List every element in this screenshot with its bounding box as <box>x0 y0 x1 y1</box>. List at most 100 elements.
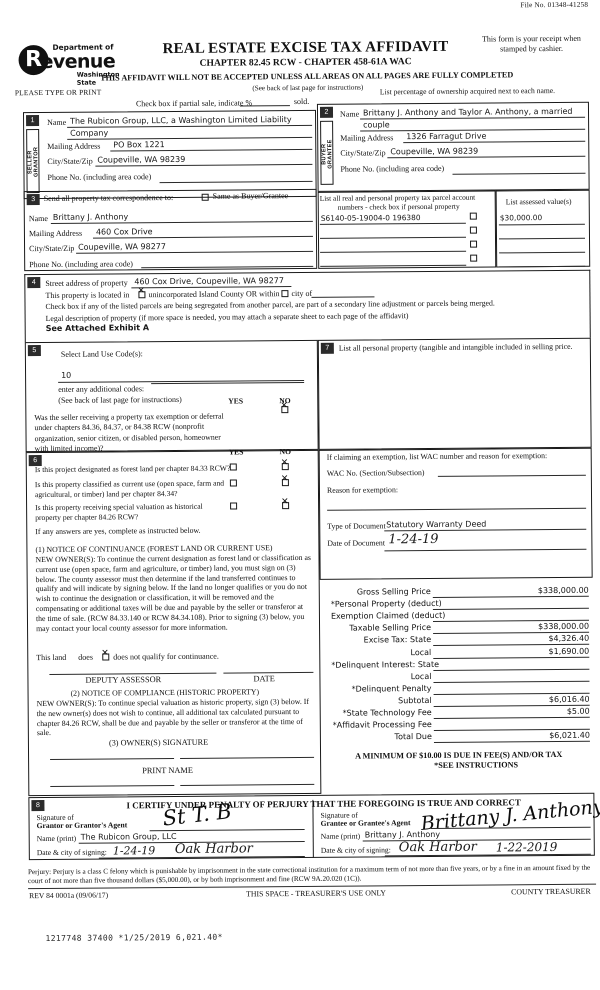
seller-city-label: City/State/Zip <box>47 156 93 166</box>
tax-row-value[interactable]: $6,016.40 <box>548 694 590 704</box>
current-use-yes-checkbox[interactable] <box>229 479 237 487</box>
tax-row-label: Subtotal <box>398 695 432 706</box>
seller-name-label: Name <box>47 117 67 127</box>
grantee-date-label: Date & city of signing: <box>320 845 391 855</box>
partial-sale-sold-label: sold. <box>293 96 310 107</box>
forest-land-no-checkmark: ✕ <box>280 458 289 469</box>
grantee-name-value[interactable]: Brittany J. Anthony <box>364 829 441 840</box>
tax-row-line <box>432 607 589 611</box>
tax-row-value[interactable] <box>433 670 589 671</box>
seller-name-value-2[interactable]: Company <box>70 128 109 138</box>
form-notice-text: THIS AFFIDAVIT WILL NOT BE ACCEPTED UNLE… <box>100 70 514 83</box>
treasurer-stamp: 1217748 37400 *1/25/2019 6,021.40* <box>45 932 223 944</box>
buyer-name-label: Name <box>339 109 360 119</box>
land-use-select-label: Select Land Use Code(s): <box>60 349 143 359</box>
section-number-5: 5 <box>27 345 41 357</box>
notice-continuance-body: NEW OWNER(S): To continue the current de… <box>35 552 311 633</box>
tax-row-line <box>433 740 590 744</box>
forest-land-question: Is this project designated as forest lan… <box>34 463 231 475</box>
tax-row-value[interactable]: $1,690.00 <box>548 646 590 656</box>
seller-mailing-value[interactable]: PO Box 1221 <box>113 140 165 150</box>
tax-row-label: Gross Selling Price <box>356 586 431 597</box>
tax-row-value[interactable]: $5.00 <box>566 706 590 716</box>
grantor-date-value[interactable]: 1-24-19 <box>112 844 156 858</box>
seller-mailing-label: Mailing Address <box>47 141 101 151</box>
street-address-value[interactable]: 460 Cox Drive, Coupeville, WA 98277 <box>134 276 284 287</box>
legal-description-value[interactable]: See Attached Exhibit A <box>45 323 150 333</box>
tax-row-label: Local <box>410 671 432 681</box>
correspondence-name-label: Name <box>28 213 48 224</box>
historic-property-question: Is this property receiving special valua… <box>35 501 203 522</box>
additional-codes-label: enter any additional codes: <box>58 384 145 394</box>
historic-property-yes-checkbox[interactable] <box>230 502 237 510</box>
buyer-mailing-value[interactable]: 1326 Farragut Drive <box>406 131 487 142</box>
this-land-does-not-checkmark: ✕ <box>101 648 109 659</box>
print-name-label: PRINT NAME <box>142 765 194 776</box>
section-number-3: 3 <box>26 194 40 206</box>
grantee-signature-label-2: Grantee or Grantee's Agent <box>320 818 411 828</box>
correspondence-mailing-value[interactable]: 460 Cox Drive <box>95 227 153 237</box>
parcel-personal-property-checkbox-1[interactable] <box>469 212 477 220</box>
correspondence-city-value[interactable]: Coupeville, WA 98277 <box>78 242 166 252</box>
correspondence-phone-label: Phone No. (including area code) <box>29 259 133 270</box>
tax-row-value[interactable] <box>433 683 589 684</box>
tax-row-value[interactable]: $338,000.00 <box>538 622 590 632</box>
forest-land-yes-checkbox[interactable] <box>229 463 237 471</box>
current-use-question: Is this property classified as current u… <box>34 478 225 499</box>
document-date-label: Date of Document <box>327 538 386 548</box>
send-correspondence-label: Send all property tax correspondence to: <box>43 192 174 204</box>
correspondence-name-value[interactable]: Brittany J. Anthony <box>52 212 129 222</box>
form-subtitle-text: CHAPTER 82.45 RCW - CHAPTER 458-61A WAC <box>199 56 412 69</box>
same-as-buyer-label: Same as Buyer/Grantee <box>212 191 289 201</box>
tax-row-value[interactable] <box>434 719 590 720</box>
partial-sale-input-line[interactable] <box>239 105 290 107</box>
seller-city-value[interactable]: Coupeville, WA 98239 <box>97 154 186 165</box>
parcel-personal-property-checkbox-4[interactable] <box>470 254 477 262</box>
grantor-name-value[interactable]: The Rubicon Group, LLC <box>80 831 177 842</box>
current-use-no-checkmark: ✕ <box>280 474 289 485</box>
correspondence-mailing-label: Mailing Address <box>28 228 83 239</box>
tax-row-label: Total Due <box>394 732 432 742</box>
tax-row-line <box>433 680 590 683</box>
tax-row-value[interactable]: $338,000.00 <box>537 585 589 596</box>
parcel-number-1[interactable]: S6140-05-19004-0 196380 <box>320 213 421 223</box>
land-use-code-value[interactable]: 10 <box>61 370 72 380</box>
within-city-checkbox[interactable] <box>281 290 288 297</box>
grantee-date-value[interactable]: 1-22-2019 <box>495 839 558 855</box>
see-instructions-note: *SEE INSTRUCTIONS <box>434 760 519 770</box>
buyer-name-value-2[interactable]: couple <box>363 120 390 130</box>
buyer-city-value[interactable]: Coupeville, WA 98239 <box>390 146 479 157</box>
grantor-city-value[interactable]: Oak Harbor <box>174 841 253 857</box>
parcel-personal-property-checkbox-2[interactable] <box>469 226 477 234</box>
tax-row-value[interactable] <box>433 598 589 599</box>
document-date-value[interactable]: 1-24-19 <box>388 531 439 548</box>
section-number-4: 4 <box>27 277 41 289</box>
same-as-buyer-checkbox[interactable] <box>201 193 209 201</box>
tax-row-value[interactable] <box>433 610 589 611</box>
seller-phone-label: Phone No. (including area code) <box>47 172 152 182</box>
grantor-signature-label-2: Grantor or Grantor's Agent <box>36 820 128 831</box>
seller-name-value[interactable]: The Rubicon Group, LLC, a Washington Lim… <box>70 115 292 126</box>
tax-row-line <box>433 716 590 719</box>
this-land-label: This land <box>36 652 67 663</box>
section-number-7: 7 <box>320 342 334 354</box>
wac-number-label: WAC No. (Section/Subsection) <box>326 468 425 478</box>
parcel-personal-property-checkbox-3[interactable] <box>470 240 477 248</box>
assessed-line-4[interactable] <box>499 265 586 268</box>
document-type-value[interactable]: Statutory Warranty Deed <box>386 519 487 530</box>
buyer-name-value[interactable]: Brittany J. Anthony and Taylor A. Anthon… <box>362 106 573 118</box>
tax-row-value[interactable]: $6,021.40 <box>549 730 590 741</box>
street-address-label: Street address of property <box>45 278 128 288</box>
partial-sale-label: Check box if partial sale, indicate % <box>135 98 253 109</box>
tax-row-label: Local <box>410 647 432 657</box>
grantee-city-value[interactable]: Oak Harbor <box>398 839 477 856</box>
tax-row-label: *Delinquent Interest: State <box>331 659 440 670</box>
tax-row-value[interactable]: $4,326.40 <box>548 634 590 644</box>
assessed-value-1[interactable]: $30,000.00 <box>499 213 543 223</box>
this-land-does-not-label: does not qualify for continuance. <box>113 651 219 662</box>
tax-calculation-table: Gross Selling Price $338,000.00 *Personal … <box>0 0 596 744</box>
tax-row-value[interactable] <box>433 658 589 659</box>
located-in-label: This property is located in <box>45 290 130 300</box>
see-back-label: (See back of last page for instructions) <box>58 394 182 405</box>
